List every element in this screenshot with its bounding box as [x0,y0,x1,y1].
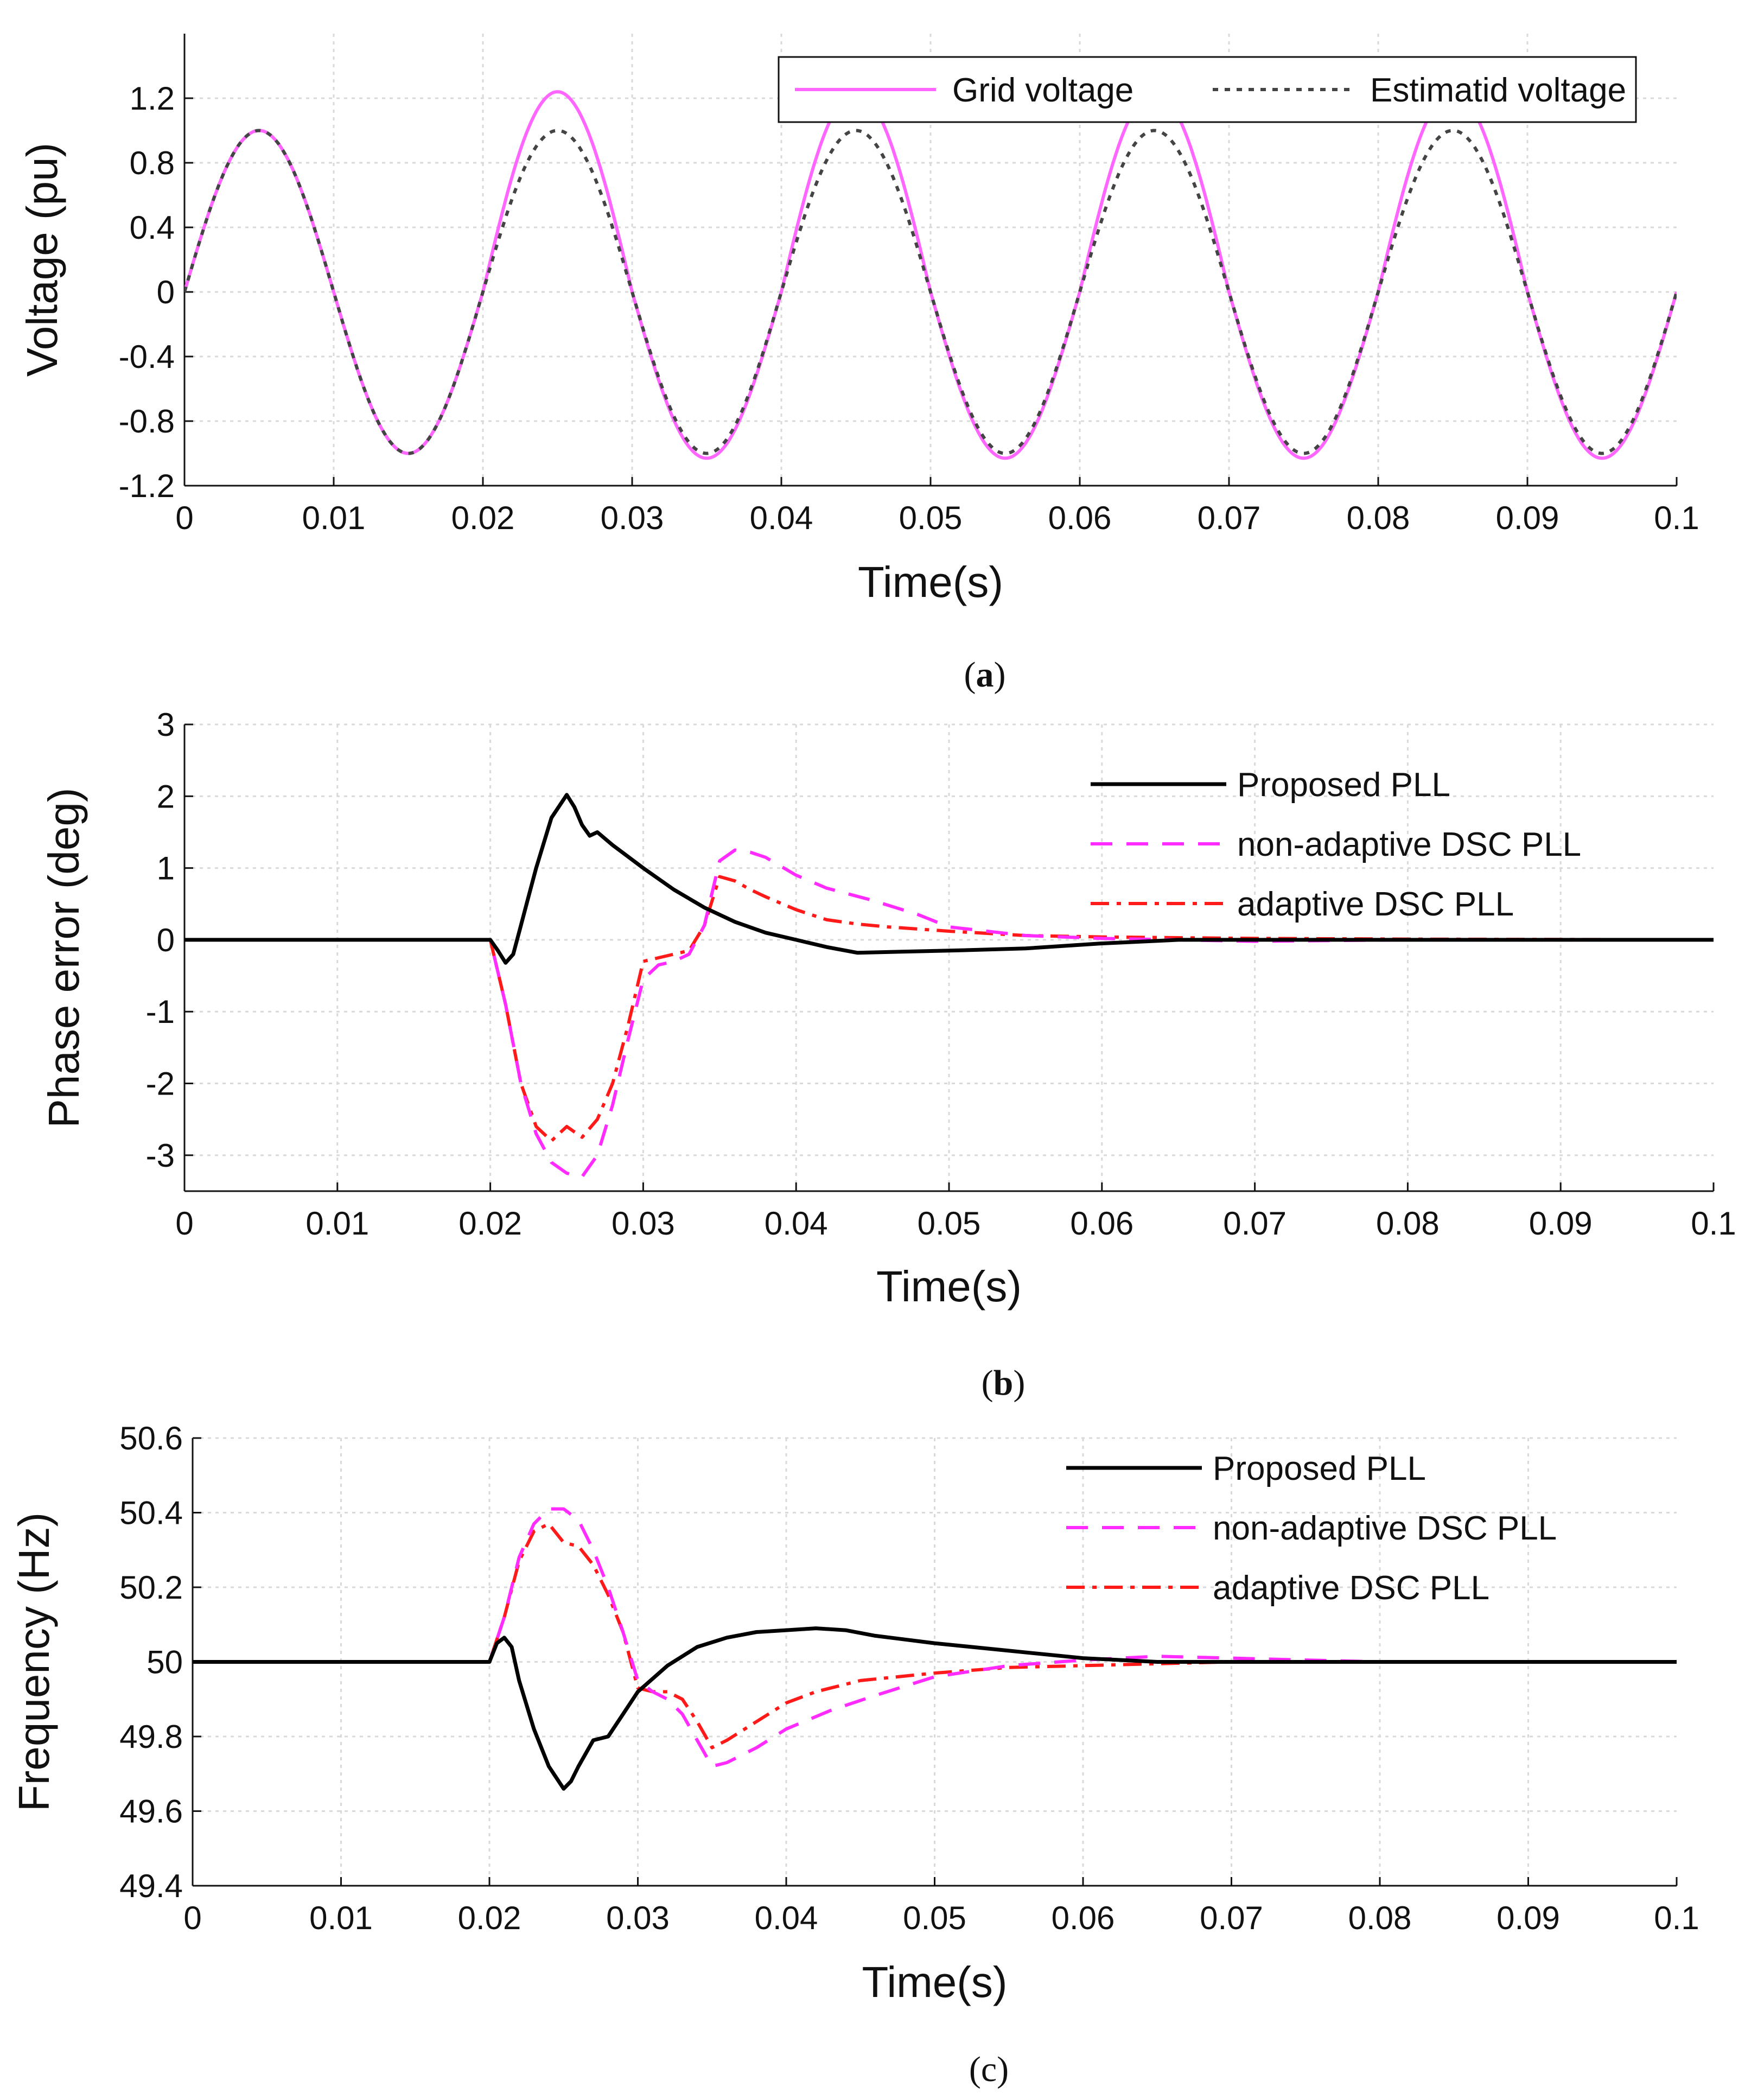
x-axis-label: Time(s) [876,1262,1022,1311]
x-axis-label: Time(s) [862,1958,1007,2006]
panel-caption: (c) [969,2050,1009,2089]
x-tick-label: 0.09 [1529,1205,1593,1242]
legend-label: Estimatid voltage [1370,72,1626,109]
legend: Proposed PLL non-adaptive DSC PLL adaptive… [1091,766,1581,923]
caption-open-paren: ( [982,1363,994,1403]
y-tick-label: -3 [146,1137,175,1174]
y-tick-label: 0 [157,274,175,310]
x-tick-label: 0.01 [305,1205,369,1242]
x-tick-label: 0 [175,1205,193,1242]
x-tick-label: 0.05 [903,1900,966,1936]
y-tick-label: 2 [157,778,175,815]
x-tick-label: 0.04 [750,500,813,536]
x-tick-label: 0.01 [309,1900,373,1936]
y-tick-label: 3 [157,707,175,743]
panel-caption: (a) [964,655,1006,695]
x-tick-label: 0 [183,1900,201,1936]
caption-letter: c [981,2050,997,2089]
y-tick-label: -1.2 [119,468,175,504]
y-tick-label: 50.6 [119,1420,183,1456]
legend-label: Proposed PLL [1237,766,1450,804]
x-tick-label: 0.06 [1070,1205,1133,1242]
x-tick-label: 0 [175,500,193,536]
x-tick-label: 0.08 [1376,1205,1440,1242]
legend-label: Proposed PLL [1213,1450,1426,1487]
x-tick-label: 0.04 [765,1205,828,1242]
legend-label: adaptive DSC PLL [1213,1569,1489,1607]
chart-panel-a: 0 0.01 0.02 0.03 0.04 0.05 0.06 0.07 0.08 0.09 0.1… [18,34,1699,695]
y-tick-label: -2 [146,1066,175,1102]
series-line-proposed-pll [193,1626,1677,1791]
y-tick-label: 0.8 [130,145,175,181]
y-tick-label: 1.2 [130,80,175,117]
y-tick-label: 50 [147,1644,183,1681]
x-tick-label: 0.09 [1496,1900,1560,1936]
x-tick-label: 0.07 [1200,1900,1263,1936]
x-tick-label: 0.02 [451,500,515,536]
caption-letter: a [976,655,994,695]
series-line-adaptive-dsc-pll [193,1522,1677,1750]
y-axis-label: Frequency (Hz) [10,1512,58,1811]
y-tick-label: -1 [146,994,175,1030]
legend: Grid voltage Estimatid voltage [778,56,1637,123]
x-tick-label: 0.05 [918,1205,981,1242]
x-tick-label: 0.03 [612,1205,675,1242]
legend: Proposed PLL non-adaptive DSC PLL adaptive… [1066,1450,1557,1607]
chart-panel-b: 0 0.01 0.02 0.03 0.04 0.05 0.06 0.07 0.08 0.09 0.1… [40,707,1736,1403]
caption-letter: b [994,1363,1014,1403]
y-tick-label: 49.6 [119,1793,183,1830]
legend-label: non-adaptive DSC PLL [1237,826,1581,863]
x-tick-label: 0.1 [1654,500,1699,536]
x-tick-label: 0.03 [601,500,664,536]
legend-label: adaptive DSC PLL [1237,886,1514,923]
series-line-proposed-pll [184,793,1714,965]
x-tick-label: 0.07 [1223,1205,1287,1242]
series-line-grid-voltage [184,90,1677,460]
x-tick-label: 0.02 [458,1205,522,1242]
x-tick-label: 0.05 [899,500,963,536]
x-tick-label: 0.1 [1691,1205,1736,1242]
y-tick-label: -0.8 [119,403,175,440]
caption-open-paren: ( [969,2050,981,2089]
y-tick-label: 50.4 [119,1495,183,1531]
caption-close-paren: ) [997,2050,1009,2089]
y-tick-label: 50.2 [119,1569,183,1606]
y-tick-label: 49.4 [119,1868,183,1904]
y-tick-label: 49.8 [119,1719,183,1755]
x-tick-label: 0.08 [1348,1900,1412,1936]
x-tick-label: 0.06 [1048,500,1112,536]
x-tick-label: 0.04 [755,1900,818,1936]
x-tick-label: 0.08 [1347,500,1410,536]
series-line-non-adaptive-dsc-pll [184,848,1714,1179]
x-tick-label: 0.07 [1198,500,1261,536]
y-tick-label: 1 [157,850,175,887]
chart-panel-c: 0 0.01 0.02 0.03 0.04 0.05 0.06 0.07 0.08 0.09 0.1… [10,1420,1699,2089]
caption-close-paren: ) [994,655,1006,695]
caption-close-paren: ) [1013,1363,1025,1403]
panel-caption: (b) [982,1363,1026,1403]
legend-label: Grid voltage [952,72,1133,109]
x-axis-label: Time(s) [858,558,1003,606]
y-tick-label: 0 [157,922,175,958]
x-tick-label: 0.1 [1654,1900,1699,1936]
caption-open-paren: ( [964,655,976,695]
x-tick-label: 0.09 [1496,500,1559,536]
y-tick-label: -0.4 [119,339,175,375]
y-axis-label: Voltage (pu) [18,143,66,377]
x-tick-label: 0.03 [606,1900,670,1936]
x-tick-label: 0.06 [1052,1900,1115,1936]
series-line-estimatid-voltage [184,129,1677,455]
x-tick-label: 0.02 [458,1900,521,1936]
legend-label: non-adaptive DSC PLL [1213,1510,1557,1547]
series-line-non-adaptive-dsc-pll [193,1507,1677,1768]
y-axis-label: Phase error (deg) [40,788,88,1128]
y-tick-label: 0.4 [130,209,175,246]
x-tick-label: 0.01 [302,500,366,536]
